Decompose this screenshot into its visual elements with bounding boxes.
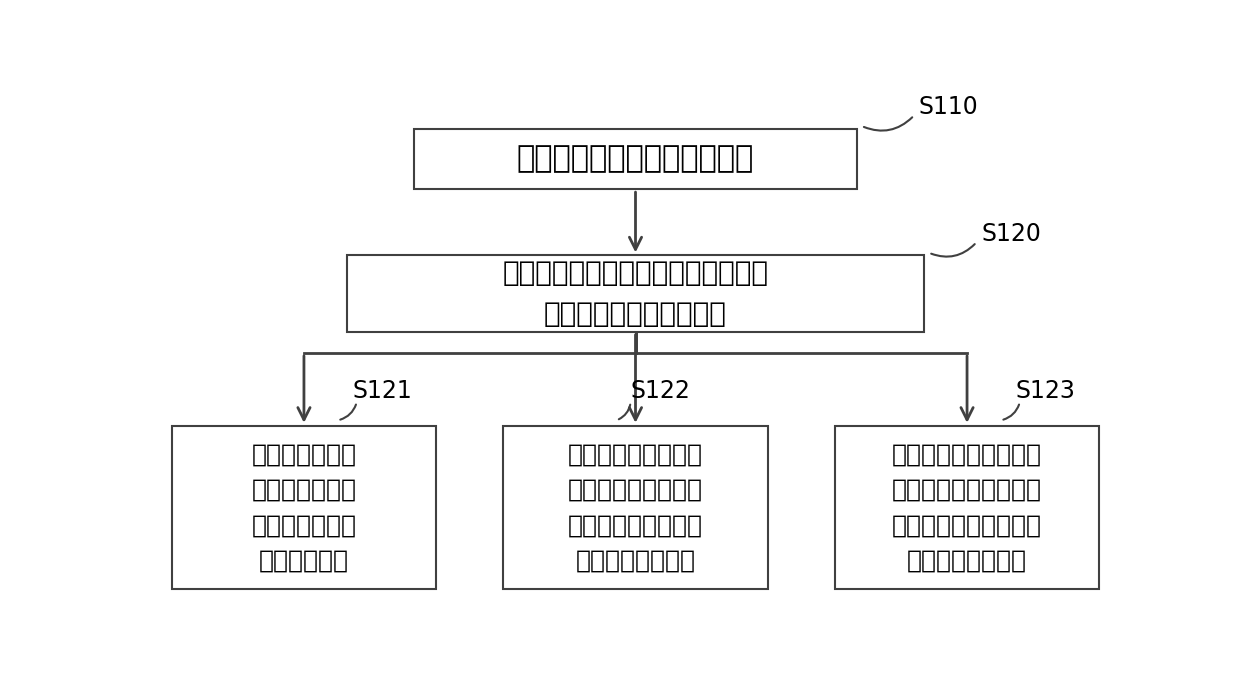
Text: S110: S110 [919,95,978,119]
Text: 在所述当前路面为所述低附路面时，
执行以下任意一者或多者: 在所述当前路面为所述低附路面时， 执行以下任意一者或多者 [502,259,769,328]
Text: S123: S123 [1016,379,1075,403]
FancyBboxPatch shape [414,128,857,189]
Text: 调整所述发动机
的输出扭矩以减
少所述混动车辆
的前轮端扭矩: 调整所述发动机 的输出扭矩以减 少所述混动车辆 的前轮端扭矩 [252,442,356,573]
Text: 识别当前路面是否为低附路面: 识别当前路面是否为低附路面 [517,145,754,174]
Text: S120: S120 [982,222,1042,246]
FancyBboxPatch shape [347,255,924,332]
Text: 降低针对所述混动车辆
的制动能量回收的强度
或禁止所述混动车辆的
制动能量回收功能: 降低针对所述混动车辆 的制动能量回收的强度 或禁止所述混动车辆的 制动能量回收功… [892,442,1042,573]
FancyBboxPatch shape [172,425,436,589]
Text: 调整所述后轴电机的
扭矩上升斜率及输出
扭矩以减少所述混动
车辆的后轮端扭矩: 调整所述后轴电机的 扭矩上升斜率及输出 扭矩以减少所述混动 车辆的后轮端扭矩 [568,442,703,573]
FancyBboxPatch shape [835,425,1099,589]
FancyBboxPatch shape [503,425,768,589]
Text: S122: S122 [631,379,691,403]
Text: S121: S121 [352,379,412,403]
